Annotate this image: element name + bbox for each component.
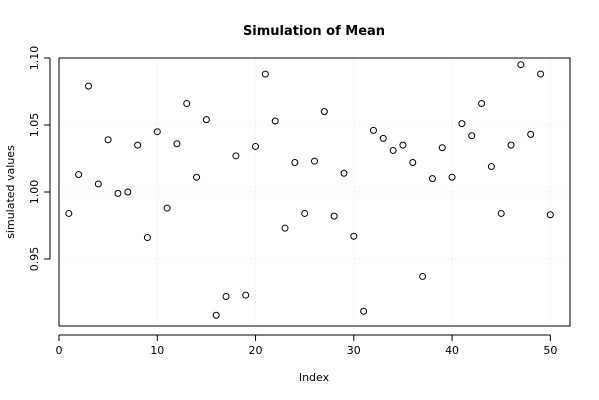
y-tick-label: 1.10: [28, 46, 41, 71]
data-point: [537, 70, 545, 78]
data-point: [143, 234, 151, 242]
data-point: [340, 169, 348, 177]
data-point: [222, 293, 230, 301]
data-point: [193, 173, 201, 181]
data-point: [75, 171, 83, 179]
data-point: [301, 209, 309, 217]
data-point: [517, 61, 525, 69]
data-point: [281, 224, 289, 232]
data-point: [153, 128, 161, 136]
data-point: [487, 163, 495, 171]
plot-frame: [58, 57, 571, 327]
data-point: [212, 311, 220, 319]
data-point: [379, 134, 387, 142]
data-point: [261, 70, 269, 78]
y-tick-label: 0.95: [28, 247, 41, 272]
data-point: [428, 175, 436, 183]
data-point: [448, 173, 456, 181]
x-tick-label: 40: [445, 344, 459, 357]
data-point: [134, 141, 142, 149]
data-point: [419, 272, 427, 280]
data-point: [311, 157, 318, 165]
data-point: [65, 209, 73, 217]
chart-title: Simulation of Mean: [243, 24, 385, 39]
x-tick-label: 50: [543, 344, 557, 357]
x-tick-label: 20: [249, 344, 263, 357]
data-point: [94, 180, 102, 188]
data-point: [360, 307, 368, 315]
data-point: [527, 130, 535, 138]
y-axis: 0.95 1.00 1.05 1.10: [28, 46, 51, 272]
data-point: [114, 189, 122, 197]
data-point: [330, 212, 338, 220]
data-point: [389, 146, 397, 154]
data-point: [350, 232, 358, 240]
x-axis: 0 10 20 30 40 50: [56, 334, 557, 357]
x-axis-label: Index: [299, 371, 330, 384]
data-point: [232, 152, 240, 160]
data-points: [65, 61, 554, 319]
data-point: [438, 144, 446, 152]
data-point: [468, 132, 476, 140]
data-point: [458, 120, 466, 128]
grid-lines: [58, 57, 570, 326]
data-point: [271, 117, 279, 125]
data-point: [320, 108, 328, 116]
y-tick-label: 1.00: [28, 180, 41, 205]
data-point: [163, 204, 171, 212]
data-point: [409, 159, 417, 167]
x-tick-label: 0: [56, 344, 63, 357]
data-point: [497, 209, 505, 217]
data-point: [202, 116, 210, 124]
x-tick-label: 10: [150, 344, 164, 357]
data-point: [399, 141, 407, 149]
data-point: [173, 140, 181, 148]
data-point: [124, 188, 132, 196]
data-point: [84, 82, 92, 90]
data-point: [291, 159, 299, 167]
y-axis-label: simulated values: [4, 145, 17, 239]
data-point: [507, 141, 515, 149]
data-point: [252, 142, 260, 150]
data-point: [104, 136, 112, 144]
y-tick-label: 1.05: [28, 113, 41, 138]
data-point: [183, 100, 191, 108]
x-tick-label: 30: [347, 344, 361, 357]
data-point: [546, 211, 554, 219]
data-point: [242, 291, 250, 299]
data-point: [478, 100, 486, 108]
data-point: [369, 126, 377, 134]
